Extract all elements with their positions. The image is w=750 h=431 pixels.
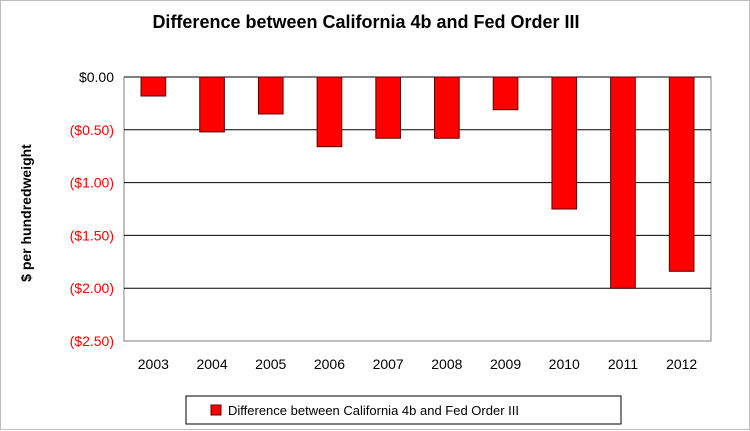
x-tick-label: 2010 [549,356,580,372]
bar-2011 [610,76,636,289]
x-tick-label: 2007 [373,356,404,372]
y-axis-label: $ per hundredweight [18,144,34,282]
bar-2004 [199,76,225,133]
x-ticks: 2003 2004 2005 2006 2007 2008 2009 2010 2011 2012 [138,356,698,372]
legend-swatch [210,404,222,416]
bar-2003 [140,76,167,97]
y-tick-label: ($1.50) [70,227,114,243]
x-tick-label: 2012 [666,356,697,372]
bar-2009 [492,76,519,111]
x-tick-label: 2011 [608,356,638,372]
x-tick-label: 2005 [255,356,286,372]
bars [140,76,695,289]
y-tick-label: $0.00 [79,69,114,85]
legend-label: Difference between California 4b and Fed… [228,403,519,418]
chart-title: Difference between California 4b and Fed… [152,12,579,32]
y-tick-label: ($0.50) [70,122,114,138]
x-tick-label: 2009 [490,356,521,372]
x-tick-label: 2006 [314,356,345,372]
legend-box [185,395,622,425]
bar-2005 [257,76,284,115]
y-tick-label: ($2.00) [70,280,114,296]
x-tick-label: 2008 [431,356,462,372]
x-tick-label: 2004 [196,356,227,372]
bar-2008 [434,76,460,139]
bar-2010 [551,76,578,210]
bar-2012 [668,76,695,272]
y-tick-label: ($2.50) [70,333,114,349]
x-tick-label: 2003 [138,356,169,372]
legend: Difference between California 4b and Fed… [185,395,622,425]
bar-2007 [375,76,401,139]
y-tick-label: ($1.00) [70,175,114,191]
y-ticks: $0.00 ($0.50) ($1.00) ($1.50) ($2.00) ($2.50) [70,69,115,349]
bar-2006 [316,76,343,148]
